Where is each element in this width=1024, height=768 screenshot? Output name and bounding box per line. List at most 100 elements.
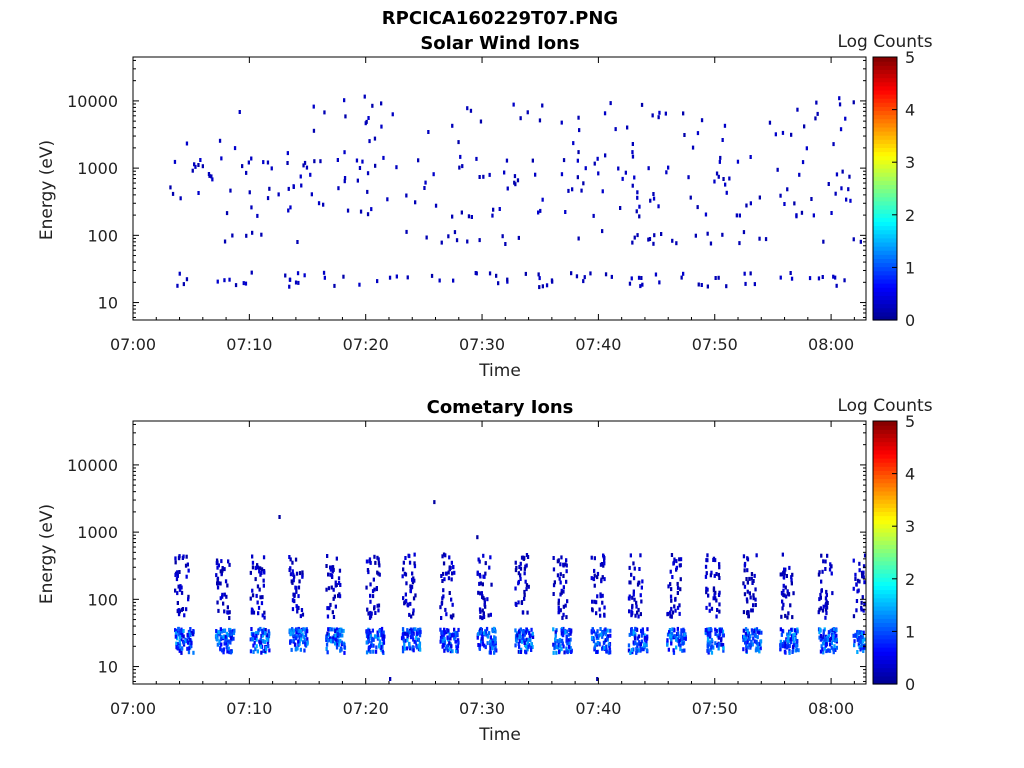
heatmap-cell (457, 140, 460, 145)
heatmap-cell (244, 281, 248, 286)
heatmap-cell (830, 571, 833, 576)
heatmap-cell (180, 650, 183, 655)
heatmap-cell (834, 275, 837, 280)
heatmap-cell (834, 638, 837, 643)
heatmap-cell (405, 193, 408, 198)
heatmap-cell (597, 635, 600, 640)
heatmap-cell (863, 637, 867, 642)
heatmap-cell (182, 634, 185, 639)
heatmap-cell (376, 279, 379, 284)
heatmap-cell (355, 158, 359, 163)
heatmap-cell (832, 650, 835, 655)
colorbar-segment (873, 523, 897, 529)
heatmap-cell (374, 163, 377, 168)
heatmap-cell (515, 631, 519, 636)
heatmap-cell (816, 111, 819, 116)
heatmap-cell (832, 627, 835, 631)
heatmap-cell (819, 606, 822, 611)
heatmap-cell (602, 630, 605, 635)
heatmap-cell (790, 627, 793, 632)
heatmap-cell (758, 236, 761, 241)
heatmap-cell (577, 150, 580, 155)
heatmap-cell (261, 613, 264, 618)
colorbar-segment (873, 675, 897, 681)
heatmap-cell (830, 211, 833, 215)
heatmap-cell (523, 593, 526, 598)
heatmap-cell (223, 641, 226, 646)
colorbar-segment (873, 679, 897, 685)
heatmap-cell (796, 643, 799, 648)
heatmap-cell (746, 589, 749, 594)
heatmap-cell (596, 641, 599, 645)
heatmap-cell (250, 270, 253, 275)
heatmap-cell (629, 553, 632, 558)
heatmap-cell (178, 642, 182, 647)
heatmap-cell (604, 638, 607, 643)
heatmap-cell (704, 212, 708, 217)
heatmap-cell (336, 158, 339, 162)
heatmap-cell (565, 634, 568, 639)
heatmap-cell (861, 572, 865, 577)
heatmap-cell (182, 282, 185, 287)
heatmap-cell (458, 165, 461, 170)
heatmap-cell (268, 186, 271, 191)
heatmap-cell (305, 165, 309, 170)
heatmap-cell (371, 589, 375, 594)
heatmap-cell (635, 627, 639, 632)
heatmap-cell (858, 561, 861, 566)
heatmap-cell (752, 579, 755, 583)
colorbar-segment (873, 188, 897, 194)
heatmap-cell (445, 644, 448, 649)
heatmap-cell (478, 175, 481, 179)
heatmap-cell (854, 572, 857, 577)
heatmap-cell (381, 649, 384, 654)
heatmap-cell (260, 601, 264, 606)
heatmap-cell (754, 587, 757, 592)
heatmap-cell (254, 647, 257, 652)
heatmap-cell (556, 559, 559, 564)
heatmap-cell (790, 640, 793, 645)
heatmap-cell (853, 639, 856, 644)
heatmap-cell (490, 582, 493, 587)
heatmap-cell (822, 239, 825, 244)
heatmap-cell (262, 627, 265, 632)
heatmap-cell (682, 111, 685, 116)
heatmap-cell (796, 629, 799, 634)
heatmap-cell (303, 648, 306, 653)
heatmap-cell (418, 641, 422, 646)
colorbar-segment (873, 548, 897, 554)
heatmap-cell (829, 636, 833, 641)
heatmap-cell (365, 585, 368, 590)
heatmap-cell (754, 603, 757, 607)
heatmap-cell (566, 599, 569, 604)
heatmap-cell (373, 606, 376, 611)
heatmap-cell (565, 569, 568, 574)
heatmap-cell (746, 640, 749, 645)
heatmap-cell (717, 275, 720, 280)
heatmap-cell (825, 589, 828, 594)
heatmap-cell (335, 556, 338, 561)
heatmap-cell (636, 233, 639, 238)
heatmap-cell (517, 579, 520, 584)
heatmap-cell (369, 599, 372, 604)
heatmap-cell (718, 632, 721, 637)
heatmap-cell (289, 557, 292, 562)
heatmap-cell (303, 627, 306, 632)
heatmap-cell (797, 648, 800, 653)
heatmap-cell (373, 587, 376, 592)
heatmap-cell (381, 641, 384, 646)
heatmap-cell (217, 581, 220, 586)
heatmap-cell (516, 633, 519, 638)
heatmap-cell (710, 650, 714, 655)
heatmap-cell (645, 640, 648, 645)
heatmap-cell (805, 146, 808, 151)
colorbar-segment (873, 478, 897, 484)
heatmap-cell (630, 627, 633, 632)
heatmap-area (174, 500, 867, 681)
heatmap-cell (679, 647, 682, 652)
heatmap-cell (782, 602, 785, 607)
heatmap-cell (220, 156, 223, 161)
heatmap-cell (635, 604, 638, 609)
heatmap-cell (177, 642, 180, 646)
x-tick-label: 07:20 (343, 699, 389, 718)
